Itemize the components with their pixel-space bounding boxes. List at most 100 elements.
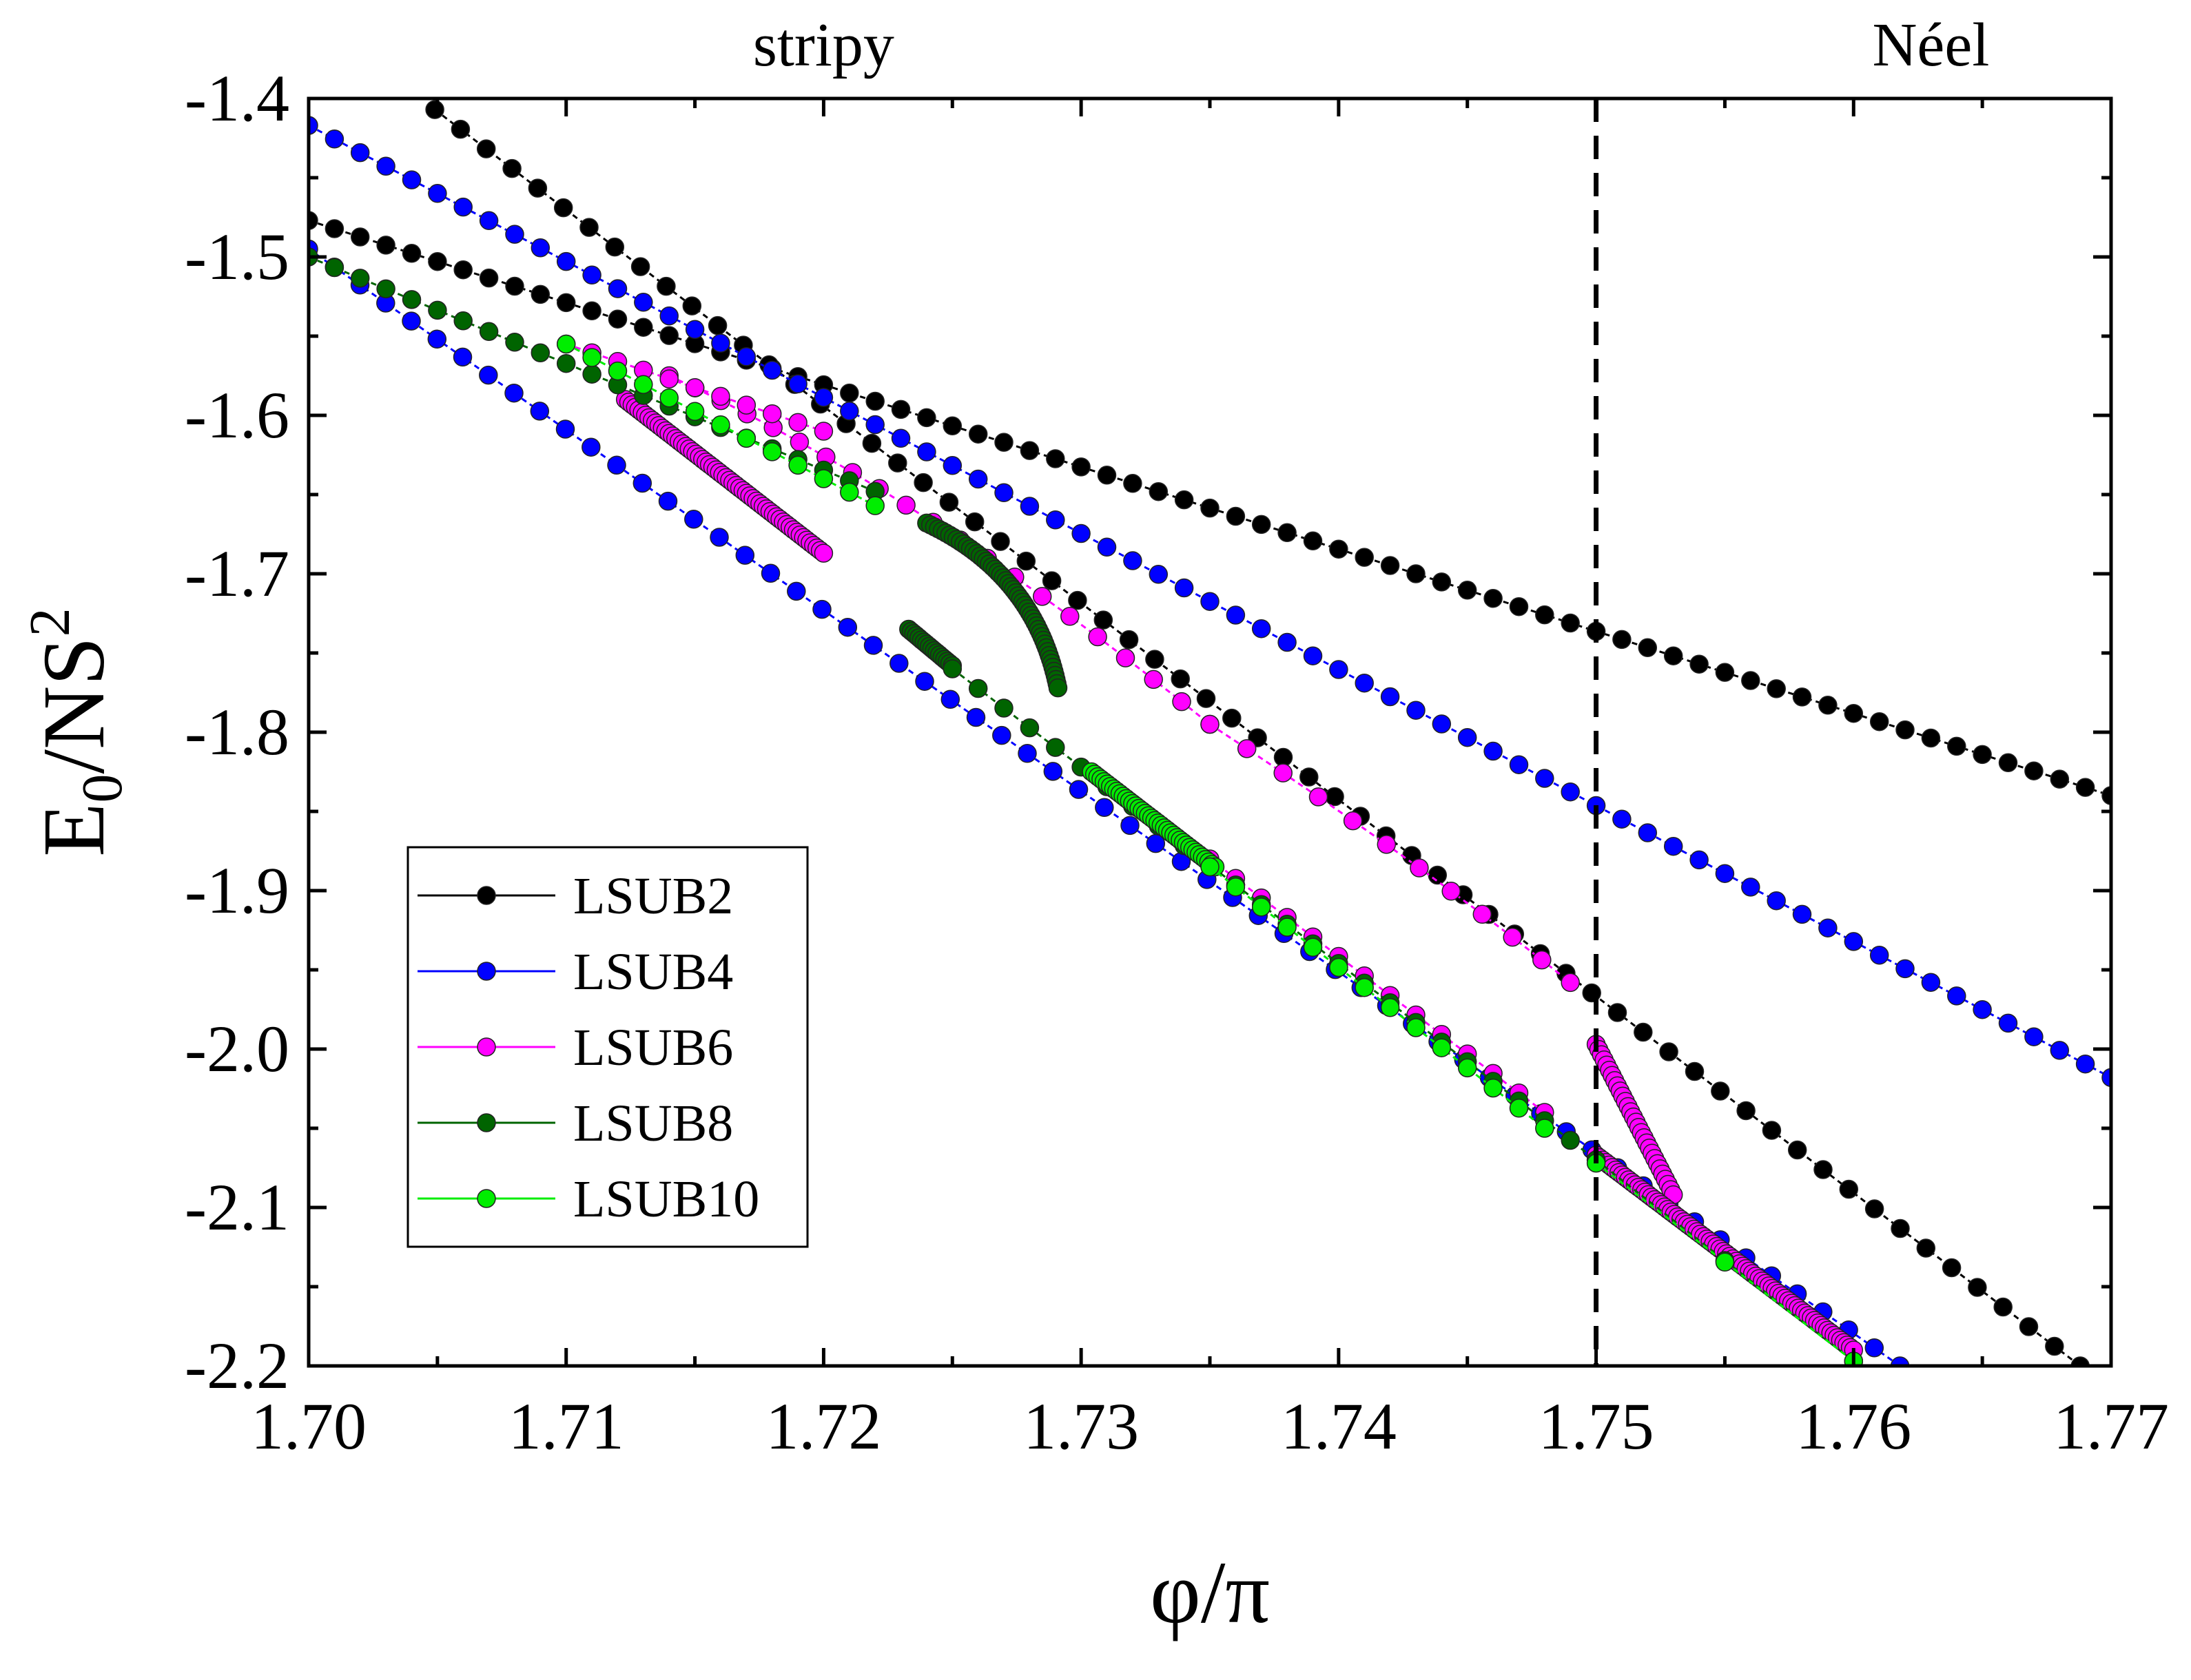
data-point-lsub2 [1634, 1022, 1653, 1042]
series-line-lsub10 [1595, 1162, 1855, 1362]
data-point-lsub4 [634, 293, 653, 312]
data-point-lsub4 [994, 483, 1014, 503]
data-point-lsub6 [737, 395, 757, 415]
legend-label: LSUB4 [573, 943, 733, 1001]
data-point-lsub10 [865, 496, 885, 515]
data-point-lsub8 [1048, 678, 1068, 698]
data-point-lsub2 [2045, 1336, 2064, 1356]
x-axis-label: φ/π [1150, 1544, 1270, 1641]
legend-item-lsub4: LSUB4 [418, 943, 733, 1001]
data-point-lsub6 [788, 413, 808, 433]
data-point-lsub8 [350, 269, 370, 288]
data-point-lsub2 [1329, 539, 1348, 559]
data-point-lsub4 [1046, 510, 1065, 530]
data-point-lsub10 [1432, 1038, 1452, 1057]
data-point-lsub6 [814, 543, 834, 563]
data-point-lsub2 [376, 236, 395, 255]
data-point-lsub2 [1535, 605, 1554, 625]
data-point-lsub2 [1097, 466, 1117, 485]
data-point-lsub4 [1355, 673, 1374, 693]
legend-label: LSUB10 [573, 1170, 759, 1228]
y-tick-label: -1.8 [185, 695, 289, 769]
data-point-lsub4 [761, 563, 781, 583]
y-tick-label: -2.0 [185, 1012, 289, 1086]
data-point-lsub4 [992, 725, 1011, 745]
data-point-lsub2 [1869, 712, 1889, 732]
data-point-lsub2 [1174, 490, 1194, 510]
data-point-lsub2 [917, 408, 936, 428]
data-point-lsub2 [2024, 761, 2044, 780]
data-point-lsub2 [1222, 708, 1242, 728]
data-point-lsub10 [1457, 1058, 1477, 1078]
y-axis-label-main: E [25, 803, 123, 857]
data-point-lsub2 [1068, 590, 1087, 610]
data-point-lsub4 [1457, 727, 1477, 747]
data-point-lsub4 [505, 225, 524, 244]
data-point-lsub10 [685, 402, 705, 422]
data-point-lsub10 [840, 482, 859, 502]
data-point-lsub2 [453, 260, 473, 280]
data-point-lsub4 [917, 442, 936, 462]
x-tick-label: 1.70 [251, 1389, 367, 1463]
data-point-lsub4 [1329, 660, 1348, 679]
data-point-lsub4 [1561, 782, 1580, 802]
data-point-lsub2 [1895, 720, 1915, 740]
data-point-lsub2 [350, 227, 370, 247]
data-point-lsub4 [608, 279, 628, 298]
data-point-lsub4 [1509, 755, 1529, 774]
y-tick-label: -1.5 [185, 220, 289, 293]
data-point-lsub6 [1441, 882, 1461, 901]
data-point-lsub6 [711, 386, 730, 406]
data-point-lsub2 [1457, 581, 1477, 600]
data-point-lsub2 [1277, 523, 1297, 543]
data-point-lsub4 [1174, 578, 1194, 598]
legend-swatch-marker [477, 1113, 496, 1132]
data-point-lsub8 [376, 279, 395, 299]
data-point-lsub4 [788, 374, 808, 394]
data-point-lsub4 [737, 347, 757, 366]
data-point-lsub4 [350, 143, 370, 163]
data-point-lsub4 [1767, 891, 1786, 911]
data-point-lsub2 [1715, 663, 1735, 682]
data-point-lsub8 [1561, 1130, 1580, 1150]
data-point-lsub4 [556, 251, 576, 271]
data-point-lsub4 [1715, 864, 1735, 883]
data-point-lsub4 [1069, 780, 1089, 799]
data-point-lsub2 [402, 244, 422, 263]
data-point-lsub2 [1042, 571, 1062, 590]
data-point-lsub10 [788, 455, 808, 475]
series-line-lsub4 [309, 124, 2111, 1079]
data-point-lsub4 [1226, 605, 1246, 625]
data-point-lsub6 [1115, 648, 1135, 667]
data-point-lsub4 [582, 265, 601, 285]
data-point-lsub6 [1343, 811, 1363, 831]
legend-label: LSUB6 [573, 1019, 733, 1077]
data-point-lsub4 [711, 333, 730, 353]
data-point-lsub2 [425, 100, 444, 119]
y-axis-label-rest: /NS [25, 636, 123, 774]
data-point-lsub4 [840, 402, 859, 421]
data-point-lsub4 [787, 581, 806, 601]
data-point-lsub4 [915, 672, 934, 691]
data-point-lsub2 [657, 276, 676, 296]
data-point-lsub4 [1120, 816, 1140, 836]
data-point-lsub2 [1171, 669, 1190, 689]
data-point-lsub6 [1060, 607, 1080, 626]
data-point-lsub4 [1483, 741, 1503, 761]
data-point-lsub4 [1097, 537, 1117, 557]
data-point-lsub4 [1818, 918, 1838, 937]
data-point-lsub2 [2019, 1317, 2039, 1336]
data-point-lsub2 [634, 318, 653, 337]
data-point-lsub10 [556, 334, 576, 354]
data-point-lsub4 [1792, 904, 1812, 924]
axis-tick-labels: 1.70 1.71 1.72 1.73 1.74 1.75 1.76 1.77 -1.4 -1.5… [185, 61, 2169, 1463]
data-point-lsub2 [943, 416, 963, 436]
data-point-lsub6 [814, 422, 834, 441]
data-point-lsub4 [479, 365, 498, 385]
data-point-lsub2 [553, 198, 573, 218]
data-point-lsub4 [2050, 1041, 2070, 1060]
data-point-lsub2 [1998, 753, 2018, 773]
data-point-lsub10 [1483, 1078, 1503, 1098]
data-point-lsub6 [762, 404, 782, 424]
legend-swatch-marker [477, 962, 496, 981]
